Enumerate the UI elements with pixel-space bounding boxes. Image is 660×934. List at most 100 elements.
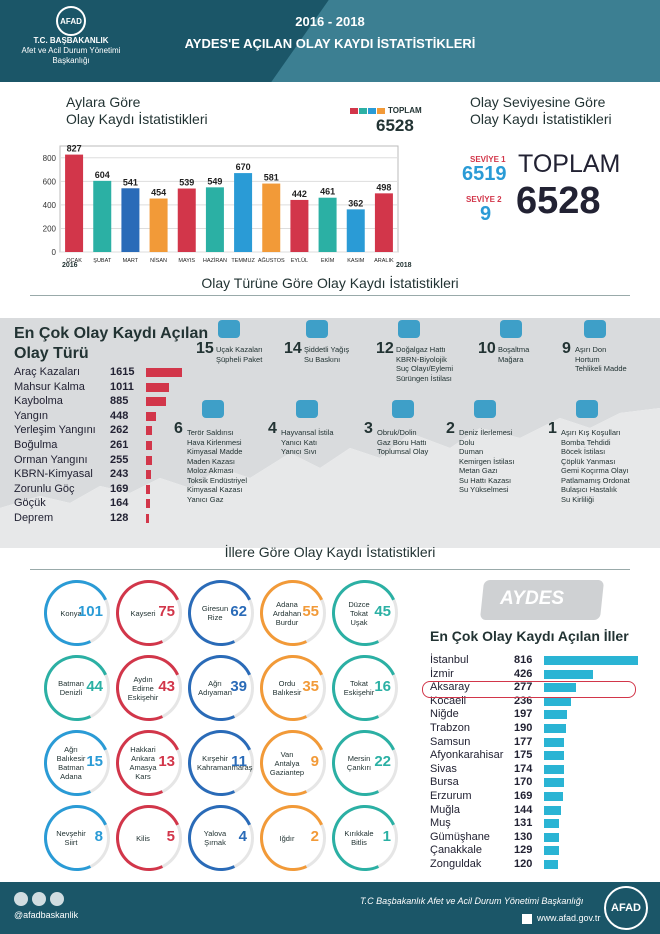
province-bar	[544, 860, 558, 869]
tile-type-name: Boşaltma	[498, 345, 530, 354]
facebook-icon	[14, 892, 28, 906]
tile-type-name: Bulaşıcı Hastalık	[561, 485, 617, 494]
province-value: 170	[514, 776, 533, 789]
ring-province-name: Ağrı	[64, 745, 78, 754]
ring-value: 45	[374, 603, 391, 620]
tile-type-name: Bomba Tehdidi	[561, 437, 611, 447]
bar-value-label: 461	[320, 187, 335, 197]
ring-province-name: Kars	[135, 772, 151, 781]
province-bar	[544, 724, 566, 733]
ring-value: 75	[158, 603, 175, 620]
province-value: 177	[514, 735, 533, 748]
province-value: 131	[514, 817, 533, 830]
ring-value: 4	[238, 828, 247, 845]
instagram-icon	[50, 892, 64, 906]
bar-value-label: 581	[264, 173, 279, 183]
type-name: Zorunlu Göç	[14, 482, 75, 495]
province-ring: Kayseri 75	[106, 570, 192, 656]
legend-total: 6528	[376, 116, 414, 135]
province-value: 120	[514, 858, 533, 870]
ring-province-name: Konya	[60, 608, 82, 618]
tile-type-name: Suç Olayı/Eylemi	[396, 364, 454, 373]
ring-province-name: Bitlis	[351, 838, 367, 847]
province-name: Samsun	[430, 735, 471, 748]
level-title: Olay Seviyesine Göre Olay Kaydı İstatist…	[470, 94, 612, 127]
ring-value: 9	[310, 753, 319, 770]
bar-value-label: 539	[179, 178, 194, 188]
type-bar	[146, 441, 152, 450]
month-bar	[205, 187, 224, 252]
province-name: Muş	[430, 817, 451, 830]
type-bar	[146, 514, 149, 523]
tile-count: 2	[446, 420, 455, 437]
type-bar	[146, 368, 182, 377]
province-name: Trabzon	[430, 722, 470, 734]
month-label: EKİM	[321, 257, 335, 264]
ring-province-name: Van	[280, 749, 294, 759]
tile-type-name: Mağara	[498, 354, 524, 364]
ring-province-name: Giresun	[201, 604, 229, 613]
month-label: TEMMUZ	[231, 258, 255, 264]
event-type-icon	[584, 320, 606, 338]
type-value: 128	[110, 512, 129, 524]
type-top-title: En Çok Olay Kaydı Açılan Olay Türü	[14, 325, 209, 362]
type-tile: 9 Aşırı Don Hortum Tehlikeli Madde	[562, 320, 646, 434]
province-bar	[544, 751, 565, 761]
ring-province-name: Kırıkkale	[344, 829, 374, 838]
type-name: Yerleşim Yangını	[14, 424, 96, 437]
event-type-icon	[306, 320, 328, 338]
footer-url[interactable]: www.afad.gov.tr	[537, 913, 601, 923]
event-type-icon	[392, 400, 414, 418]
month-bar	[93, 180, 112, 252]
background-band	[0, 318, 660, 548]
ring-province-name: Iğdır	[279, 833, 295, 843]
type-tile: 3 Obruk/Dolin Gaz Boru Hattı Toplumsal Olay	[364, 400, 454, 514]
province-value: 190	[514, 722, 533, 734]
province-name: Afyonkarahisar	[430, 749, 504, 762]
month-bar	[234, 173, 253, 252]
social-handle[interactable]: @afadbaskanlik	[14, 910, 79, 920]
province-ring: Kırşehir Kahramanmaraş 11	[178, 720, 264, 806]
event-type-icon	[576, 400, 598, 418]
month-label: EYLÜL	[291, 257, 308, 264]
ring-province-name: Ordu	[278, 679, 296, 688]
tile-type-name: Hava Kirlenmesi	[187, 437, 242, 447]
tile-type-name: Moloz Akması	[187, 466, 234, 475]
month-bar	[262, 183, 281, 252]
province-ring: Kırıkkale Bitlis 1	[322, 795, 408, 881]
type-value: 1011	[110, 380, 134, 393]
highlight-ellipse	[422, 681, 636, 698]
monthly-title: Aylara Göre Olay Kaydı İstatistikleri	[66, 94, 208, 127]
header-banner	[0, 0, 660, 82]
tile-count: 4	[268, 420, 277, 437]
year-start-label: 2016	[62, 262, 78, 269]
province-top-title: En Çok Olay Kaydı Açılan İller	[430, 628, 629, 644]
ring-province-name: Antalya	[274, 758, 300, 768]
ring-province-name: Kahramanmaraş	[197, 763, 253, 772]
tile-type-name: Hortum	[575, 354, 600, 364]
tile-count: 6	[174, 420, 183, 437]
ring-value: 43	[158, 678, 175, 695]
type-value: 243	[110, 468, 129, 481]
province-name: Muğla	[430, 803, 460, 816]
ring-value: 101	[77, 603, 103, 620]
ring-province-name: Adıyaman	[198, 688, 232, 697]
province-name: Niğde	[430, 708, 459, 721]
level-total-value: 6528	[516, 180, 601, 222]
tile-type-name: Tehlikeli Madde	[575, 364, 627, 373]
type-tile: 10 Boşaltma Mağara	[478, 320, 562, 434]
ring-value: 11	[231, 753, 247, 770]
tile-count: 3	[364, 420, 373, 437]
province-name: İzmir	[430, 667, 454, 680]
ring-province-name: Eskişehir	[343, 688, 375, 697]
type-tile: 6 Terör Saldırısı Hava Kirlenmesi Kimyasal …	[174, 400, 264, 514]
type-bar	[146, 411, 156, 421]
ring-value: 62	[230, 603, 247, 620]
month-bar	[346, 209, 365, 252]
month-bar	[121, 188, 140, 252]
province-ring: Batman Denizli 44	[34, 645, 120, 731]
province-ring: Kilis 5	[106, 795, 192, 881]
province-name: Çanakkale	[430, 844, 482, 857]
footer-bar	[0, 882, 660, 934]
province-ring: Düzce Tokat Uşak 45	[322, 570, 408, 656]
